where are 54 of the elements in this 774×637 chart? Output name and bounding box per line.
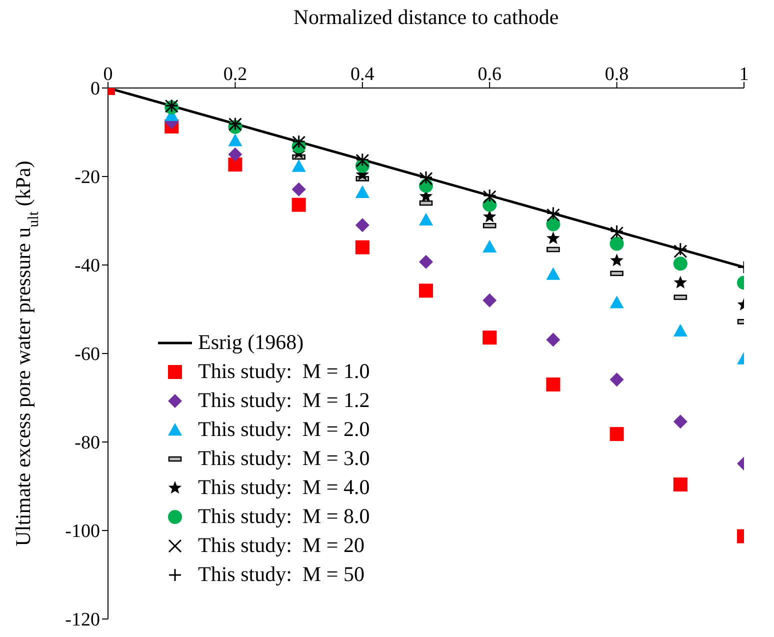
- point: [419, 254, 433, 269]
- point: [482, 330, 497, 345]
- y-tick-label: -80: [74, 432, 100, 454]
- point: [673, 414, 688, 429]
- point: [673, 256, 688, 271]
- point: [355, 240, 370, 254]
- point: [546, 332, 560, 347]
- point: [228, 147, 242, 162]
- x-tick-label: 0: [103, 64, 113, 85]
- legend-label: This study: M = 1.2: [198, 387, 370, 414]
- point: [673, 324, 688, 337]
- x-tick-label: 0.6: [478, 64, 502, 85]
- y-tick-label: -120: [65, 610, 100, 631]
- point: [546, 267, 560, 280]
- legend-label: This study: M = 2.0: [198, 416, 370, 443]
- point: [610, 236, 624, 251]
- point: [482, 210, 496, 222]
- point: [482, 293, 497, 308]
- point: [292, 182, 306, 196]
- point: [610, 296, 624, 308]
- point: [610, 372, 624, 387]
- legend-label: This study: M = 1.0: [198, 358, 370, 385]
- point: [228, 158, 242, 172]
- point: [228, 134, 242, 146]
- point: [419, 212, 433, 226]
- point: [546, 217, 560, 232]
- legend-label: This study: M = 50: [198, 561, 364, 588]
- point: [674, 276, 688, 288]
- y-tick-label: 0: [90, 78, 100, 100]
- point: [292, 198, 306, 212]
- point: [610, 254, 624, 266]
- point: [546, 377, 560, 392]
- x-tick-label: 0.8: [604, 64, 629, 85]
- point: [482, 240, 497, 252]
- legend-label: This study: M = 3.0: [198, 445, 370, 472]
- legend-label: This study: M = 20: [198, 532, 364, 559]
- x-tick-label: 1: [739, 64, 749, 85]
- legend-label: Esrig (1968): [198, 329, 304, 356]
- legend-label: This study: M = 4.0: [198, 474, 370, 501]
- y-tick-label: -40: [74, 256, 100, 277]
- point: [355, 218, 370, 232]
- y-tick-label: -60: [74, 344, 100, 366]
- y-tick-label: -100: [65, 521, 100, 542]
- point: [673, 477, 688, 492]
- x-tick-label: 0.2: [223, 64, 248, 85]
- point: [292, 159, 306, 172]
- point: [546, 231, 560, 244]
- point: [355, 185, 370, 198]
- point: [419, 284, 433, 298]
- legend-label: This study: M = 8.0: [198, 503, 370, 530]
- point: [610, 427, 624, 442]
- x-tick-label: 0.4: [350, 64, 375, 85]
- y-tick-label: -20: [74, 167, 100, 188]
- x-axis-title: Normalized distance to cathode: [293, 5, 559, 29]
